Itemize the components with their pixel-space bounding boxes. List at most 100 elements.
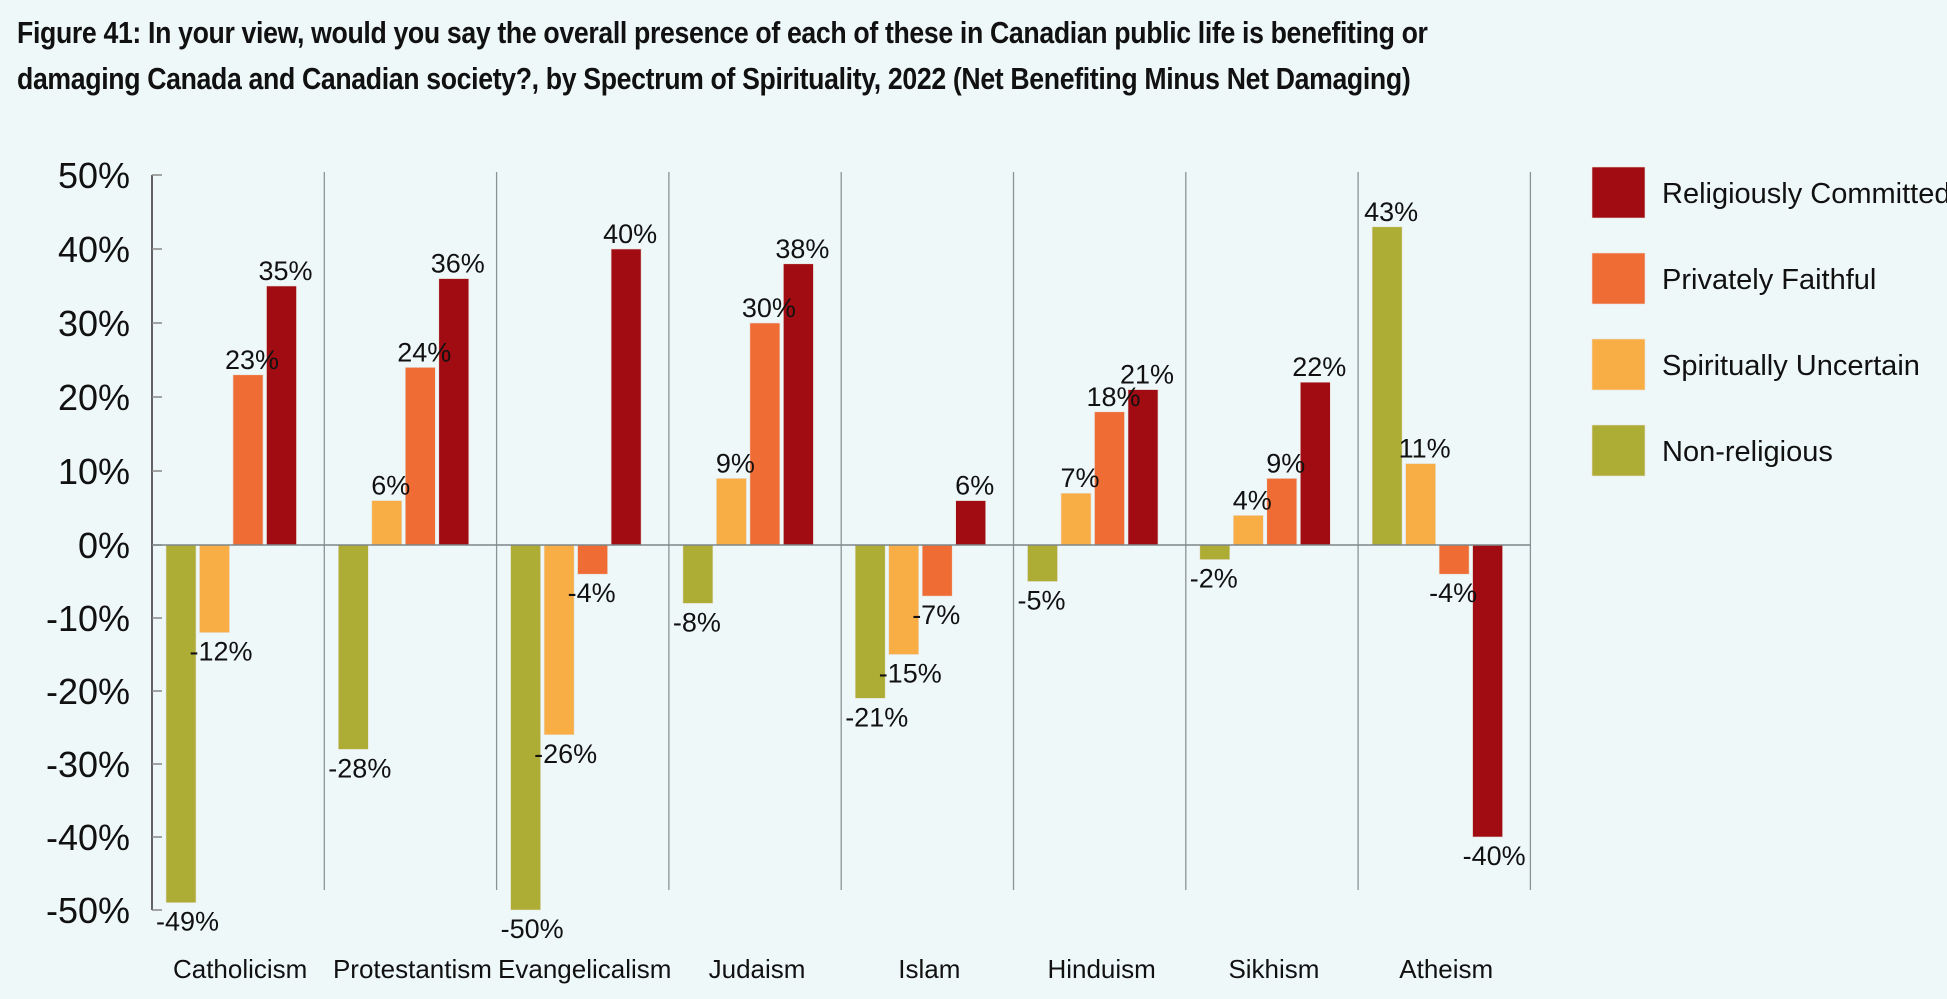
chart-title: Figure 41: In your view, would you say t… [17,10,1634,102]
y-tick-label: -10% [46,598,130,639]
value-label: 35% [258,256,312,286]
bar [232,374,264,546]
bar [1027,544,1058,582]
y-tick-label: 30% [58,303,130,344]
value-label: 7% [1060,463,1099,493]
bar [682,544,714,604]
bar [921,544,953,597]
bar [854,544,886,699]
y-tick-label: 20% [58,377,130,418]
bar [337,544,369,750]
value-label: -4% [1429,578,1477,608]
bar [1371,226,1403,546]
value-label: -49% [156,907,219,937]
category-dividers [323,172,1532,890]
category-label: Atheism [1399,954,1493,984]
legend-label: Religiously Committed [1662,178,1947,210]
value-label: 22% [1292,352,1346,382]
category-label: Islam [898,954,960,984]
value-label: -7% [912,600,960,630]
value-label: -12% [190,637,253,667]
bar [199,544,230,633]
value-label: 11% [1399,434,1451,464]
bar [716,478,747,546]
bar [610,248,642,546]
value-label: -2% [1190,564,1238,594]
bar [1199,544,1231,560]
category-label: Judaism [709,954,806,984]
bar [510,544,541,911]
bar [1060,492,1092,546]
value-label: 36% [431,249,485,279]
value-labels: -49% -12% 23% 35% -28% 6% 24% 36% -50% -26% -4% 40%… [156,197,1526,944]
y-tick-label: -30% [46,744,130,785]
bar [888,544,920,655]
legend-label: Non-religious [1662,436,1833,468]
value-label: -21% [845,702,908,732]
bar [266,285,297,546]
bar [165,544,197,904]
value-label: -15% [879,659,942,689]
value-label: 18% [1086,382,1140,412]
y-tick-label: -50% [46,890,130,931]
value-label: 23% [225,345,279,375]
bar [1233,515,1264,546]
bar [749,322,781,546]
legend-swatch [1591,252,1646,305]
category-label: Sikhism [1228,954,1319,984]
bar [404,367,436,546]
value-label: -8% [673,607,721,637]
category-label: Protestantism [333,954,492,984]
value-label: 43% [1364,197,1418,227]
value-label: 9% [716,448,755,478]
category-labels: Catholicism Protestantism Evangelicalism Ju… [173,954,1493,984]
bar [1127,389,1159,546]
y-tick-label: 40% [58,229,130,270]
bar [1405,463,1436,546]
value-label: -50% [501,914,564,944]
legend-swatch [1591,166,1646,219]
value-label: -40% [1463,841,1526,871]
value-label: 24% [397,337,451,367]
chart-title-line-2: damaging Canada and Canadian society?, b… [17,61,1411,96]
y-tick-label: 50% [58,155,130,196]
bar [1438,544,1470,575]
chart-title-line-1: Figure 41: In your view, would you say t… [17,15,1428,50]
bar [1472,544,1503,838]
bar [1300,381,1331,546]
value-label: 30% [742,293,796,323]
legend-swatch [1591,338,1646,391]
bar [371,500,403,546]
value-label: 6% [371,471,410,501]
value-label: -5% [1018,586,1066,616]
category-label: Catholicism [173,954,307,984]
y-tick-label: -20% [46,671,130,712]
value-label: -4% [568,578,616,608]
legend-label: Privately Faithful [1662,264,1876,296]
legend-label: Spiritually Uncertain [1662,350,1920,382]
legend: Religiously Committed Privately Faithful S… [1591,166,1947,477]
bar [1266,478,1298,546]
bars [165,226,1503,911]
value-label: 4% [1233,485,1272,515]
bar [1094,411,1125,546]
value-label: 21% [1120,360,1174,390]
bar [577,544,608,575]
bar [438,278,470,546]
value-label: 6% [955,471,994,501]
legend-swatch [1591,424,1646,477]
value-label: 38% [775,234,829,264]
category-label: Evangelicalism [498,954,671,984]
value-label: -28% [328,753,391,783]
bar [543,544,575,736]
y-tick-label: -40% [46,817,130,858]
y-tick-label: 10% [58,451,130,492]
y-tick-label: 0% [78,525,130,566]
bar [955,500,987,546]
value-label: 40% [603,219,657,249]
category-label: Hinduism [1047,954,1155,984]
value-label: 9% [1266,448,1305,478]
value-label: -26% [534,739,597,769]
y-axis: 50% 40% 30% 20% 10% 0% -10% -20% -30% -40% -50% [46,155,162,931]
